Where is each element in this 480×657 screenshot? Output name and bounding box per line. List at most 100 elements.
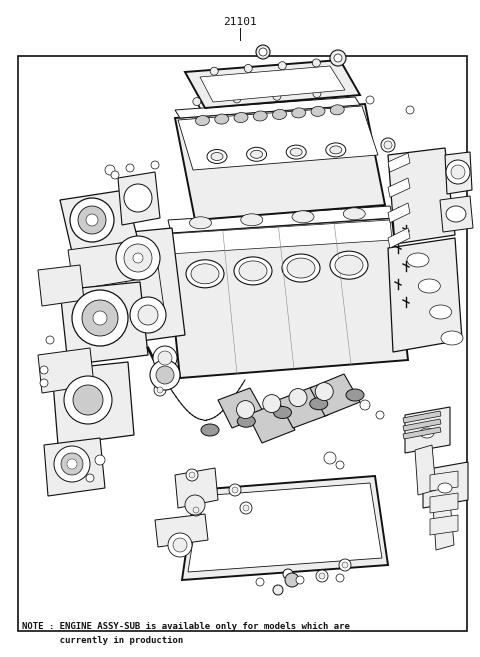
Circle shape: [243, 505, 249, 511]
Circle shape: [263, 395, 281, 413]
Circle shape: [376, 411, 384, 419]
Ellipse shape: [201, 424, 219, 436]
Circle shape: [336, 574, 344, 582]
Polygon shape: [248, 402, 295, 443]
Ellipse shape: [211, 152, 223, 160]
Circle shape: [190, 504, 202, 516]
Polygon shape: [278, 387, 328, 428]
Polygon shape: [388, 203, 410, 223]
Ellipse shape: [310, 397, 328, 410]
Circle shape: [360, 400, 370, 410]
Polygon shape: [175, 468, 218, 508]
Ellipse shape: [311, 106, 325, 116]
Ellipse shape: [286, 145, 306, 159]
Polygon shape: [60, 282, 148, 365]
Circle shape: [381, 138, 395, 152]
Circle shape: [210, 67, 218, 75]
Ellipse shape: [419, 279, 440, 293]
Circle shape: [168, 533, 192, 557]
Circle shape: [244, 64, 252, 72]
Polygon shape: [430, 471, 458, 491]
Circle shape: [153, 346, 177, 370]
Circle shape: [156, 366, 174, 384]
Circle shape: [285, 573, 299, 587]
Polygon shape: [440, 196, 473, 232]
Polygon shape: [68, 242, 135, 290]
Circle shape: [283, 569, 293, 579]
Ellipse shape: [251, 150, 263, 158]
Ellipse shape: [335, 255, 363, 275]
Circle shape: [40, 379, 48, 387]
Circle shape: [451, 165, 465, 179]
Ellipse shape: [330, 251, 368, 279]
Circle shape: [133, 253, 143, 263]
Ellipse shape: [239, 261, 267, 281]
Polygon shape: [445, 152, 472, 194]
Circle shape: [61, 453, 83, 475]
Circle shape: [185, 495, 205, 515]
Circle shape: [86, 474, 94, 482]
Circle shape: [366, 96, 374, 104]
Circle shape: [150, 360, 180, 390]
Polygon shape: [430, 515, 458, 535]
Circle shape: [315, 382, 333, 401]
Polygon shape: [415, 445, 436, 495]
Text: NOTE : ENGINE ASSY-SUB is available only for models which are: NOTE : ENGINE ASSY-SUB is available only…: [22, 622, 350, 631]
Ellipse shape: [287, 258, 315, 278]
Circle shape: [313, 89, 321, 98]
Ellipse shape: [241, 214, 263, 226]
Polygon shape: [167, 220, 392, 254]
Polygon shape: [188, 483, 382, 572]
Polygon shape: [388, 228, 410, 248]
Ellipse shape: [346, 389, 364, 401]
Circle shape: [67, 459, 77, 469]
Ellipse shape: [190, 217, 212, 229]
Circle shape: [384, 141, 392, 149]
Circle shape: [233, 95, 241, 103]
Ellipse shape: [441, 331, 463, 345]
Ellipse shape: [186, 260, 224, 288]
Circle shape: [126, 164, 134, 172]
Circle shape: [232, 487, 238, 493]
Circle shape: [259, 48, 267, 56]
Circle shape: [86, 214, 98, 226]
Polygon shape: [182, 476, 388, 580]
Ellipse shape: [420, 428, 434, 438]
Ellipse shape: [234, 112, 248, 123]
Circle shape: [312, 59, 320, 67]
Circle shape: [158, 351, 172, 365]
Circle shape: [173, 538, 187, 552]
Circle shape: [151, 161, 159, 169]
Circle shape: [237, 401, 254, 419]
Circle shape: [273, 92, 281, 101]
Circle shape: [336, 461, 344, 469]
Circle shape: [240, 502, 252, 514]
Polygon shape: [430, 493, 458, 513]
Circle shape: [72, 290, 128, 346]
Polygon shape: [118, 172, 160, 225]
Circle shape: [350, 390, 360, 400]
Circle shape: [278, 62, 286, 70]
Polygon shape: [38, 348, 94, 393]
Ellipse shape: [330, 105, 344, 115]
Polygon shape: [178, 106, 378, 170]
Ellipse shape: [343, 208, 365, 220]
Polygon shape: [38, 265, 84, 306]
Ellipse shape: [195, 116, 209, 125]
Circle shape: [116, 236, 160, 280]
Ellipse shape: [290, 148, 302, 156]
Circle shape: [111, 171, 119, 179]
Ellipse shape: [274, 407, 291, 419]
Ellipse shape: [407, 253, 429, 267]
Circle shape: [105, 165, 115, 175]
Ellipse shape: [253, 111, 267, 121]
Circle shape: [273, 585, 283, 595]
Ellipse shape: [234, 257, 272, 285]
Polygon shape: [433, 500, 454, 550]
Circle shape: [54, 446, 90, 482]
Circle shape: [124, 184, 152, 212]
Polygon shape: [44, 438, 105, 496]
Ellipse shape: [207, 150, 227, 164]
Polygon shape: [168, 206, 393, 233]
Circle shape: [342, 562, 348, 568]
